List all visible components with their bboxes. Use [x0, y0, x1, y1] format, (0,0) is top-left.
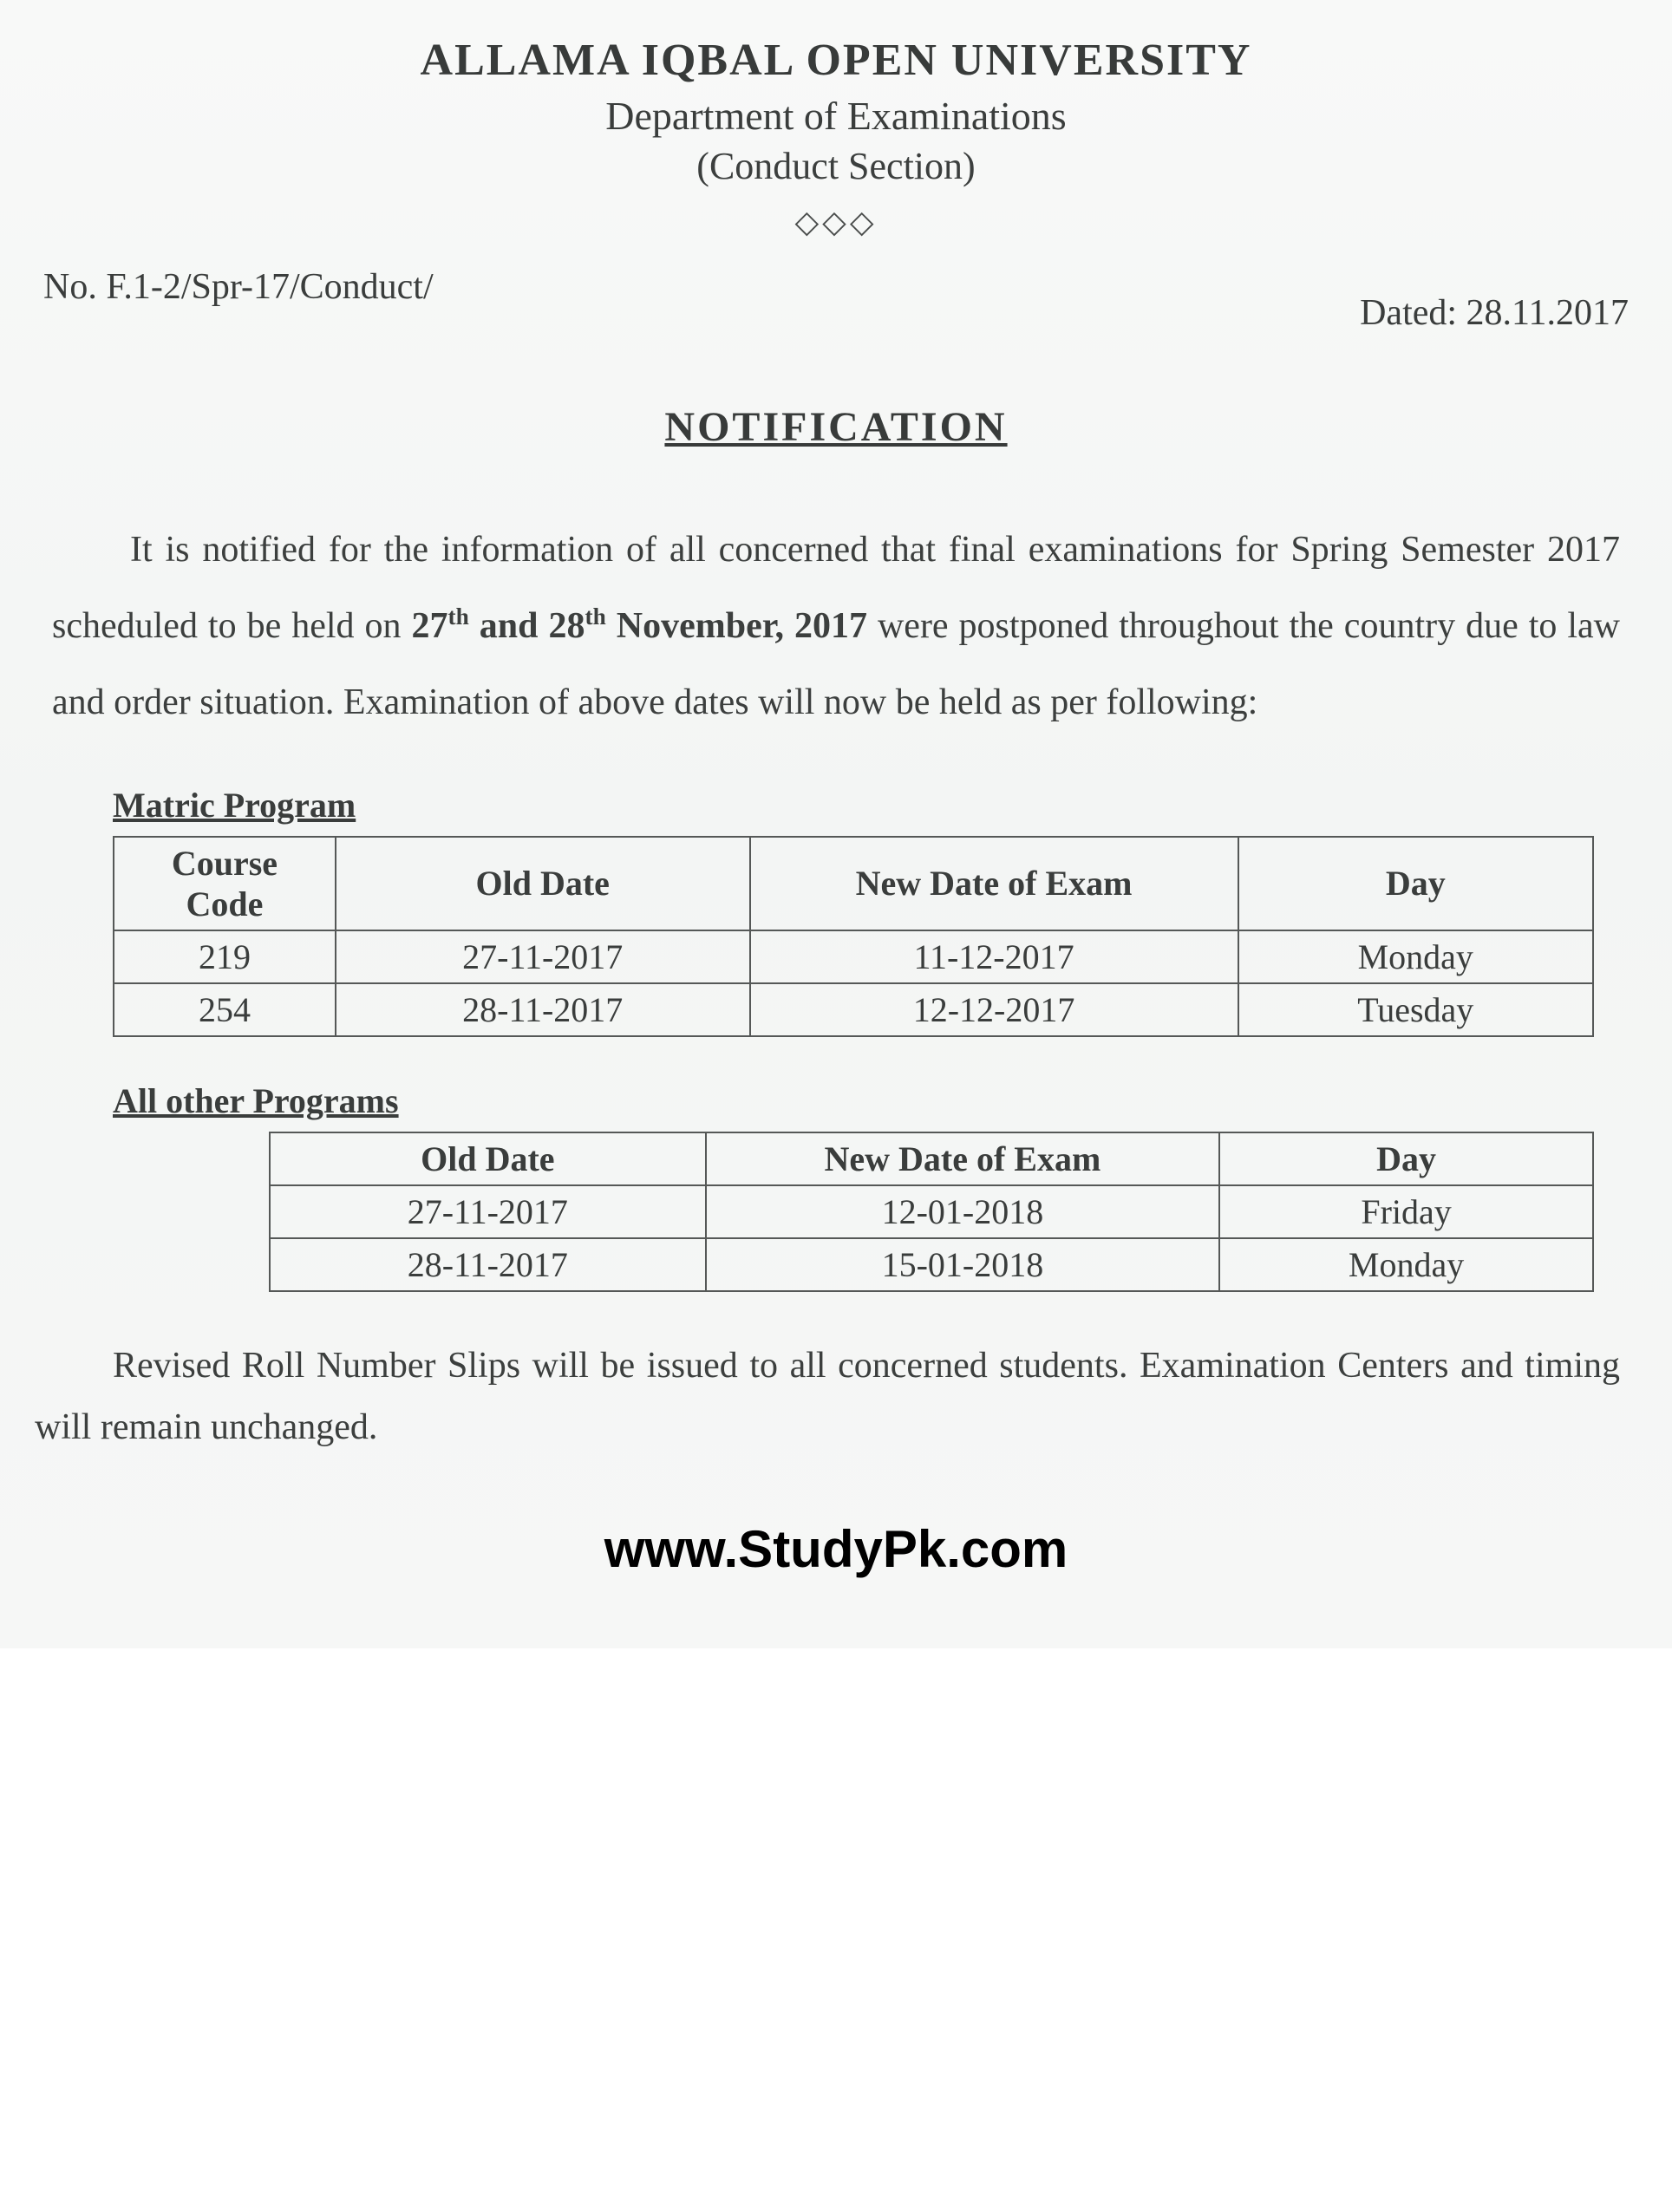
month-bold: November, 2017: [606, 606, 867, 646]
cell-new-date: 15-01-2018: [706, 1238, 1219, 1291]
cell-day: Friday: [1219, 1185, 1593, 1238]
dated-text: Dated: 28.11.2017: [1360, 266, 1629, 334]
date-bold-1: 27th: [412, 606, 469, 646]
document-header: ALLAMA IQBAL OPEN UNIVERSITY Department …: [26, 35, 1646, 240]
cell-new-date: 11-12-2017: [750, 930, 1238, 983]
cell-day: Monday: [1238, 930, 1593, 983]
blank-area: [0, 1648, 1672, 2212]
col-day: Day: [1238, 837, 1593, 930]
watermark-text: www.StudyPk.com: [26, 1519, 1646, 1579]
cell-course-code: 254: [114, 983, 336, 1036]
reference-number: No. F.1-2/Spr-17/Conduct/: [43, 266, 434, 308]
matric-table: Course Code Old Date New Date of Exam Da…: [113, 836, 1594, 1037]
other-programs-table: Old Date New Date of Exam Day 27-11-2017…: [269, 1132, 1594, 1292]
col-old-date: Old Date: [270, 1132, 706, 1185]
table-header-row: Old Date New Date of Exam Day: [270, 1132, 1593, 1185]
date-bold-2: 28th: [548, 606, 605, 646]
table-row: 28-11-2017 15-01-2018 Monday: [270, 1238, 1593, 1291]
meta-row: No. F.1-2/Spr-17/Conduct/ Dated: 28.11.2…: [43, 266, 1629, 334]
ornament-icon: ◇◇◇: [26, 204, 1646, 240]
and-text: and: [469, 606, 549, 646]
table-row: 219 27-11-2017 11-12-2017 Monday: [114, 930, 1593, 983]
cell-old-date: 28-11-2017: [270, 1238, 706, 1291]
cell-old-date: 27-11-2017: [270, 1185, 706, 1238]
body-paragraph: It is notified for the information of al…: [52, 512, 1620, 741]
cell-day: Monday: [1219, 1238, 1593, 1291]
cell-new-date: 12-12-2017: [750, 983, 1238, 1036]
col-new-date: New Date of Exam: [750, 837, 1238, 930]
cell-old-date: 27-11-2017: [336, 930, 750, 983]
cell-old-date: 28-11-2017: [336, 983, 750, 1036]
other-heading: All other Programs: [113, 1080, 1646, 1121]
footer-paragraph: Revised Roll Number Slips will be issued…: [35, 1335, 1620, 1459]
cell-course-code: 219: [114, 930, 336, 983]
section-name: (Conduct Section): [26, 144, 1646, 188]
col-day: Day: [1219, 1132, 1593, 1185]
document-page: ALLAMA IQBAL OPEN UNIVERSITY Department …: [0, 0, 1672, 1648]
table-row: 27-11-2017 12-01-2018 Friday: [270, 1185, 1593, 1238]
matric-heading: Matric Program: [113, 785, 1646, 825]
col-old-date: Old Date: [336, 837, 750, 930]
table-row: 254 28-11-2017 12-12-2017 Tuesday: [114, 983, 1593, 1036]
department-name: Department of Examinations: [26, 93, 1646, 139]
table-header-row: Course Code Old Date New Date of Exam Da…: [114, 837, 1593, 930]
col-course-code: Course Code: [114, 837, 336, 930]
col-new-date: New Date of Exam: [706, 1132, 1219, 1185]
university-name: ALLAMA IQBAL OPEN UNIVERSITY: [26, 35, 1646, 86]
cell-day: Tuesday: [1238, 983, 1593, 1036]
notification-title: NOTIFICATION: [26, 403, 1646, 451]
cell-new-date: 12-01-2018: [706, 1185, 1219, 1238]
